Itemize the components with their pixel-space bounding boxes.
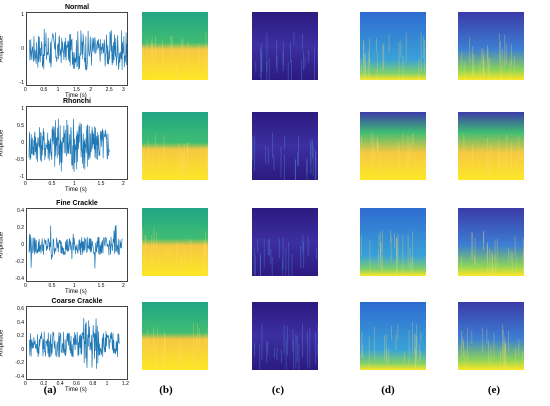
y-tick-label: 0 <box>21 46 24 52</box>
waveform-plot <box>26 208 128 282</box>
waveform-panel: Rhonchi 1 0.5 0 -0.5 -1 0 0.5 1 1.5 2 Time (s) Ampli… <box>0 98 140 193</box>
y-tick-label: -0.4 <box>15 276 24 282</box>
spectrogram-image <box>252 302 318 370</box>
waveform-title: Fine Crackle <box>56 200 98 207</box>
x-tick-label: 0.5 <box>48 283 56 289</box>
x-tick-label: 0.2 <box>40 381 48 387</box>
y-tick-label: -0.4 <box>15 374 24 380</box>
x-tick-label: 2.5 <box>105 87 113 93</box>
x-axis-label: Time (s) <box>65 93 87 99</box>
x-tick-label: 0 <box>24 381 27 387</box>
x-tick-label: 2 <box>89 87 93 93</box>
column-label-b: (b) <box>159 384 173 396</box>
y-tick-label: -1 <box>19 174 24 180</box>
spectrogram-image <box>458 302 524 370</box>
x-tick-label: 1 <box>56 87 60 93</box>
x-axis-label: Time (s) <box>65 289 87 295</box>
x-tick-label: 1.5 <box>97 283 105 289</box>
spectrogram-image <box>360 208 426 276</box>
y-tick-label: 0.5 <box>17 123 24 129</box>
y-tick-label: 1 <box>21 106 24 112</box>
waveform-plot <box>26 12 128 86</box>
x-axis-label: Time (s) <box>65 187 87 193</box>
x-tick-label: 0.5 <box>48 181 56 187</box>
spectrogram-image <box>252 208 318 276</box>
x-tick-label: 0 <box>24 181 27 187</box>
waveform-signal-line <box>28 317 120 369</box>
waveform-title: Normal <box>64 4 90 11</box>
x-tick-label: 1.5 <box>73 87 80 93</box>
y-tick-label: 1 <box>21 12 24 18</box>
y-tick-label: -0.2 <box>15 360 24 367</box>
x-tick-label: 0.4 <box>56 381 64 387</box>
waveform-plot <box>26 306 128 380</box>
y-tick-label: 0.4 <box>17 319 24 326</box>
waveform-signal-line <box>28 225 123 269</box>
x-tick-label: 2 <box>122 181 125 187</box>
spectrogram-image <box>360 12 426 80</box>
column-label-d: (d) <box>381 384 395 396</box>
spectrogram-image <box>458 112 524 180</box>
y-axis-label: Amplitude <box>0 35 5 63</box>
x-tick-label: 0.8 <box>89 381 97 387</box>
x-tick-label: 1 <box>73 181 76 187</box>
y-tick-label: 0.6 <box>17 306 24 312</box>
waveform-signal-line <box>28 28 127 71</box>
spectrogram-image <box>458 208 524 276</box>
waveform-signal-line <box>28 118 110 172</box>
column-label-a: (a) <box>43 384 57 396</box>
x-tick-label: 1.5 <box>97 181 105 187</box>
spectrogram-image <box>360 112 426 180</box>
spectrogram-image <box>142 208 208 276</box>
x-tick-label: 2 <box>122 283 125 289</box>
waveform-title: Coarse Crackle <box>51 298 103 305</box>
waveform-panel: Fine Crackle 0.4 0.2 0 -0.2 -0.4 0 0.5 1 1.5 2 Time… <box>0 200 140 295</box>
y-tick-label: 0.4 <box>17 208 24 214</box>
spectrogram-image <box>252 112 318 180</box>
x-tick-label: 1.2 <box>122 381 129 387</box>
y-tick-label: -1 <box>19 80 24 86</box>
waveform-plot <box>26 106 128 180</box>
waveform-title: Rhonchi <box>63 98 91 105</box>
spectrogram-image <box>142 112 208 180</box>
spectrogram-image <box>252 12 318 80</box>
y-tick-label: 0.2 <box>17 333 24 340</box>
x-axis-label: Time (s) <box>65 387 87 393</box>
y-tick-label: -0.2 <box>15 259 24 265</box>
column-label-e: (e) <box>487 384 501 396</box>
x-tick-label: 0.5 <box>40 87 48 93</box>
y-tick-label: 0 <box>21 242 24 248</box>
y-tick-label: -0.5 <box>15 157 24 163</box>
y-tick-label: 0 <box>21 346 24 353</box>
x-tick-label: 0 <box>24 87 27 93</box>
y-axis-label: Amplitude <box>0 129 5 157</box>
y-axis-label: Amplitude <box>0 329 5 357</box>
y-axis-label: Amplitude <box>0 231 5 259</box>
x-tick-label: 0.6 <box>73 381 80 387</box>
spectrogram-image <box>458 12 524 80</box>
x-tick-label: 3 <box>122 87 125 93</box>
y-tick-label: 0 <box>21 140 24 146</box>
spectrogram-image <box>360 302 426 370</box>
waveform-panel: Coarse Crackle 0.6 0.4 0.2 0 -0.2 -0.4 0 0.2 0.4 0… <box>0 298 140 393</box>
x-tick-label: 1 <box>73 283 76 289</box>
column-label-c: (c) <box>271 384 285 396</box>
y-tick-label: 0.2 <box>17 225 24 231</box>
spectrogram-image <box>142 12 208 80</box>
x-tick-label: 1 <box>105 381 109 387</box>
x-tick-label: 0 <box>24 283 27 289</box>
spectrogram-image <box>142 302 208 370</box>
waveform-panel: Normal 1 0 -1 0 0.5 1 1.5 2 2.5 3 Time (s) Amplitude <box>0 4 140 99</box>
